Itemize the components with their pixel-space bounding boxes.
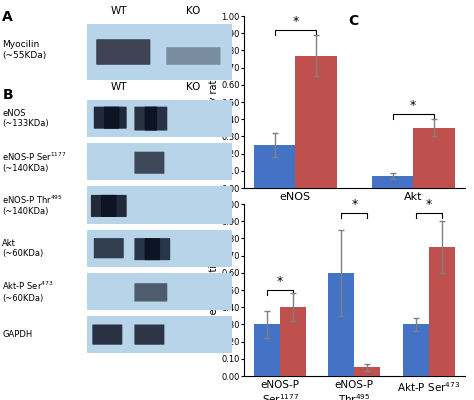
FancyBboxPatch shape bbox=[94, 238, 124, 258]
FancyBboxPatch shape bbox=[135, 324, 164, 345]
FancyBboxPatch shape bbox=[91, 195, 127, 217]
Bar bbox=[254, 324, 280, 376]
Text: KO: KO bbox=[186, 82, 201, 92]
FancyBboxPatch shape bbox=[87, 24, 232, 80]
Text: *: * bbox=[425, 198, 432, 211]
FancyBboxPatch shape bbox=[94, 107, 127, 129]
FancyBboxPatch shape bbox=[87, 273, 232, 310]
FancyBboxPatch shape bbox=[135, 238, 170, 260]
Bar bbox=[355, 367, 380, 376]
Text: C: C bbox=[348, 14, 359, 28]
Bar bbox=[328, 273, 355, 376]
Bar bbox=[413, 128, 455, 188]
Text: *: * bbox=[351, 198, 357, 211]
Text: *: * bbox=[292, 15, 299, 28]
FancyBboxPatch shape bbox=[135, 152, 164, 174]
Text: *: * bbox=[277, 275, 283, 288]
Bar bbox=[295, 56, 337, 188]
Text: *: * bbox=[410, 99, 416, 112]
FancyBboxPatch shape bbox=[135, 107, 167, 130]
Text: GAPDH: GAPDH bbox=[2, 330, 33, 339]
FancyBboxPatch shape bbox=[101, 195, 117, 217]
Y-axis label: Density ratio: Density ratio bbox=[209, 70, 219, 134]
FancyBboxPatch shape bbox=[135, 283, 167, 302]
FancyBboxPatch shape bbox=[87, 316, 232, 353]
Bar bbox=[372, 176, 413, 188]
Y-axis label: Density ratio: Density ratio bbox=[209, 258, 219, 322]
Bar bbox=[254, 145, 295, 188]
Text: A: A bbox=[2, 10, 13, 24]
Text: WT: WT bbox=[110, 82, 127, 92]
FancyBboxPatch shape bbox=[87, 186, 232, 224]
Text: Myocilin
(~55KDa): Myocilin (~55KDa) bbox=[2, 40, 46, 60]
Text: KO: KO bbox=[186, 6, 201, 16]
Text: Akt
(~60KDa): Akt (~60KDa) bbox=[2, 238, 44, 258]
Text: Akt-P Ser$^{473}$
(~60KDa): Akt-P Ser$^{473}$ (~60KDa) bbox=[2, 280, 54, 303]
FancyBboxPatch shape bbox=[166, 47, 220, 65]
Bar bbox=[402, 324, 428, 376]
FancyBboxPatch shape bbox=[104, 107, 119, 129]
FancyBboxPatch shape bbox=[87, 230, 232, 267]
Text: eNOS
(~133KDa): eNOS (~133KDa) bbox=[2, 109, 49, 128]
Text: B: B bbox=[2, 88, 13, 102]
Text: eNOS-P Ser$^{1177}$
(~140KDa): eNOS-P Ser$^{1177}$ (~140KDa) bbox=[2, 150, 67, 173]
FancyBboxPatch shape bbox=[145, 238, 160, 260]
FancyBboxPatch shape bbox=[145, 107, 157, 130]
Text: eNOS-P Thr$^{495}$
(~140KDa): eNOS-P Thr$^{495}$ (~140KDa) bbox=[2, 194, 63, 216]
FancyBboxPatch shape bbox=[87, 100, 232, 137]
FancyBboxPatch shape bbox=[92, 324, 122, 345]
FancyBboxPatch shape bbox=[96, 39, 150, 65]
Text: WT: WT bbox=[110, 6, 127, 16]
Bar bbox=[280, 307, 306, 376]
Bar bbox=[428, 247, 455, 376]
FancyBboxPatch shape bbox=[87, 143, 232, 180]
